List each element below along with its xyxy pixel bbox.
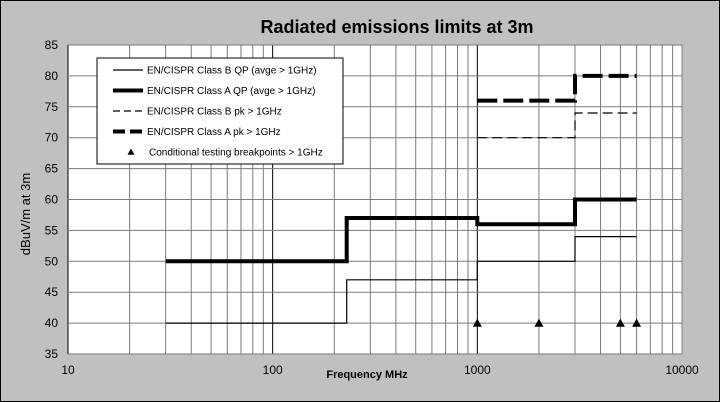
legend-label: EN/CISPR Class B QP (avge > 1GHz) <box>147 66 317 77</box>
y-tick-label: 50 <box>45 254 59 268</box>
breakpoint-marker <box>472 318 482 327</box>
y-tick-label: 80 <box>45 69 59 83</box>
series-line-4 <box>477 73 637 103</box>
legend-label: EN/CISPR Class B pk > 1GHz <box>147 107 282 118</box>
y-tick-labels: 35 40 45 50 55 60 65 70 75 80 85 <box>45 38 59 361</box>
x-tick-label: 1000 <box>464 363 491 377</box>
x-tick-label: 100 <box>263 363 283 377</box>
breakpoint-marker <box>615 318 625 327</box>
y-tick-label: 40 <box>45 316 59 330</box>
series-line-2 <box>165 197 637 264</box>
y-tick-label: 35 <box>45 347 59 361</box>
legend-label: Conditional testing breakpoints > 1GHz <box>149 148 323 159</box>
legend-label: EN/CISPR Class A QP (avge > 1GHz) <box>147 86 316 97</box>
series-line-3 <box>477 112 637 139</box>
y-tick-label: 85 <box>45 38 59 52</box>
legend: EN/CISPR Class B QP (avge > 1GHz) EN/CISP… <box>96 57 344 165</box>
x-tick-labels: 10 100 1000 10000 <box>61 363 699 377</box>
y-tick-label: 70 <box>45 131 59 145</box>
legend-marker <box>127 148 135 155</box>
y-axis-label: dBuV/m at 3m <box>18 173 33 255</box>
legend-label: EN/CISPR Class A pk > 1GHz <box>147 127 281 138</box>
y-tick-label: 55 <box>45 223 59 237</box>
x-axis-label: Frequency MHz <box>326 369 408 381</box>
series-line-1 <box>165 236 637 324</box>
breakpoint-marker <box>534 318 544 327</box>
x-tick-label: 10000 <box>665 363 699 377</box>
y-tick-label: 65 <box>45 162 59 176</box>
y-tick-label: 75 <box>45 100 59 114</box>
series-lines <box>165 73 642 327</box>
breakpoint-marker <box>632 318 642 327</box>
x-tick-label: 10 <box>61 363 75 377</box>
y-tick-label: 45 <box>45 285 59 299</box>
y-tick-label: 60 <box>45 193 59 207</box>
chart-title: Radiated emissions limits at 3m <box>260 17 533 37</box>
